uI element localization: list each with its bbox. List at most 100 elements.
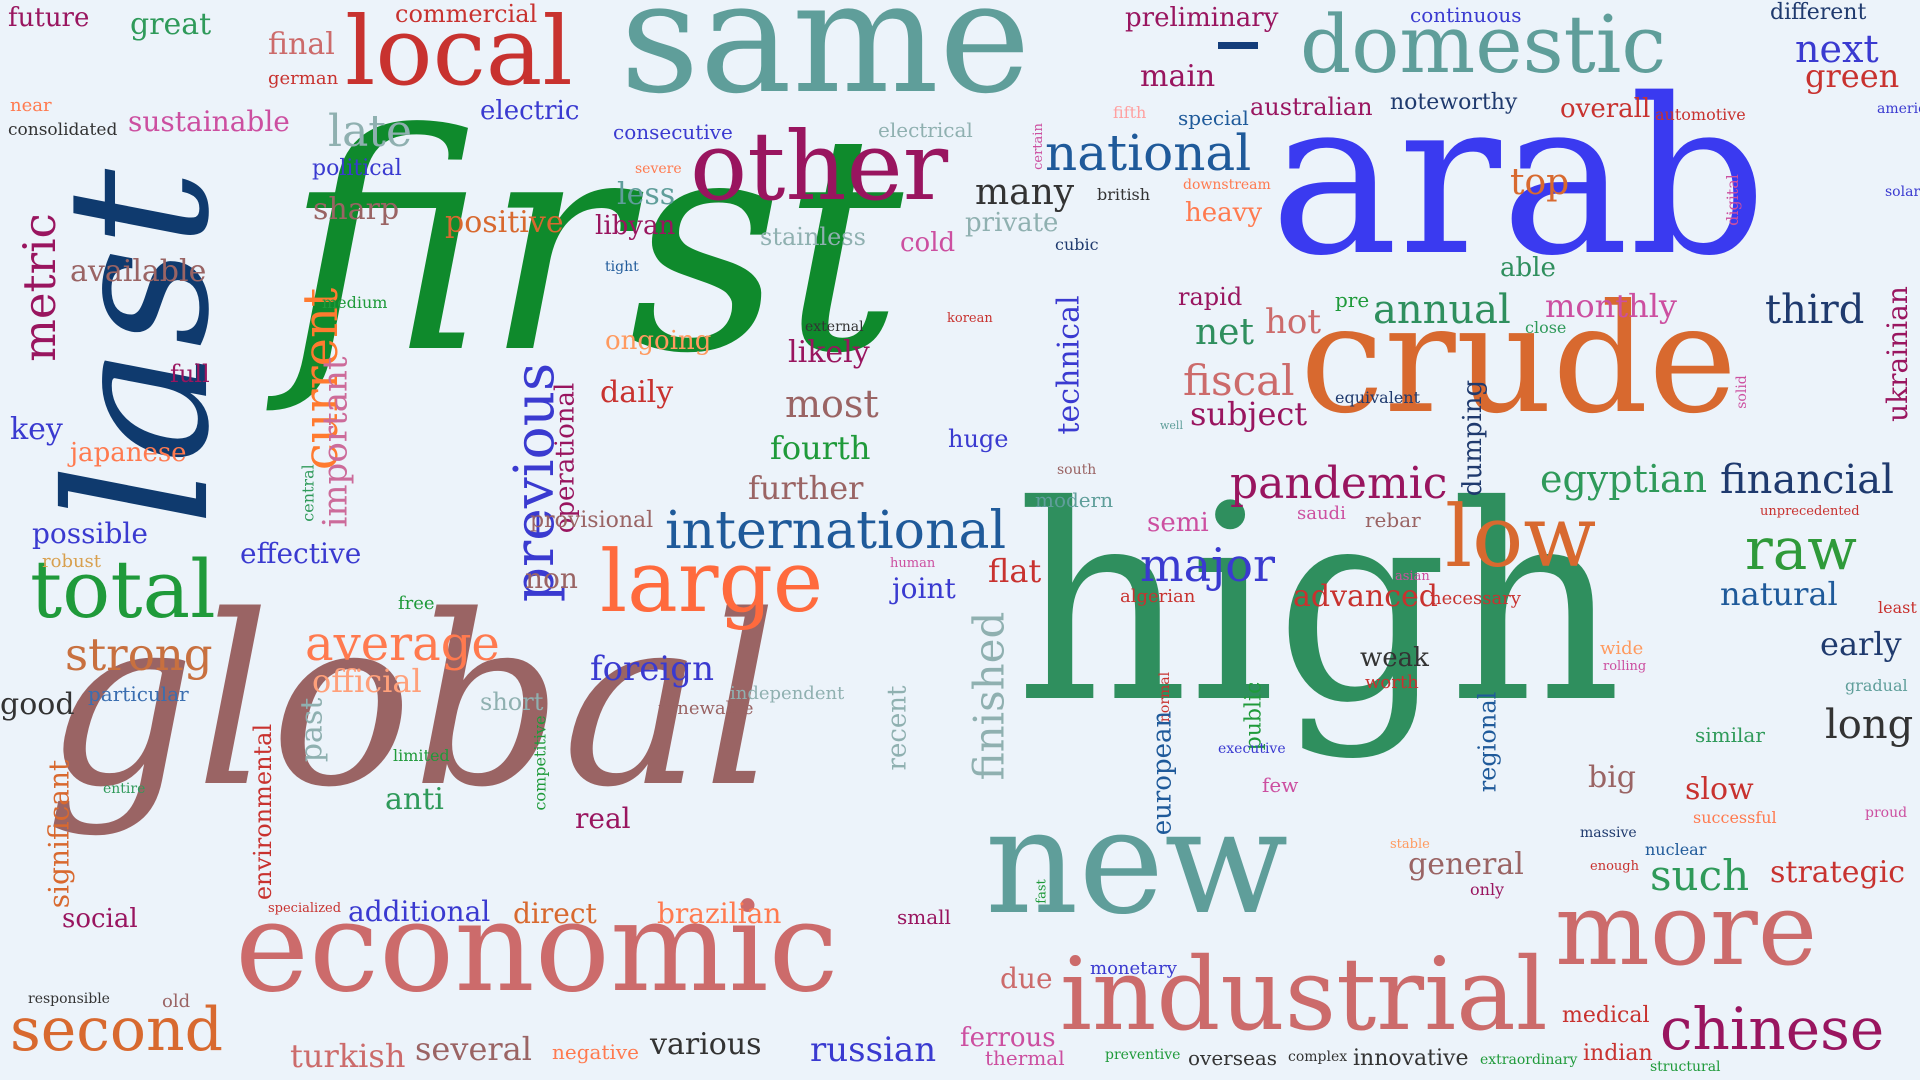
cloud-word-fourth: fourth — [770, 429, 871, 467]
cloud-word-major: major — [1140, 538, 1275, 592]
cloud-word-nuclear: nuclear — [1645, 840, 1707, 859]
cloud-word-most: most — [785, 382, 879, 426]
cloud-word-net: net — [1195, 312, 1254, 353]
cloud-word-due: due — [1000, 962, 1053, 995]
cloud-word-indian: indian — [1583, 1041, 1653, 1066]
cloud-word-large: large — [600, 533, 824, 632]
cloud-word-financial: financial — [1720, 457, 1894, 503]
cloud-word-negative: negative — [552, 1040, 640, 1064]
cloud-word-preliminary: preliminary — [1125, 3, 1279, 33]
cloud-word-recent: recent — [882, 685, 913, 771]
cloud-word-able: able — [1500, 253, 1556, 283]
dash-mark — [1218, 42, 1258, 49]
cloud-word-national: national — [1045, 124, 1252, 182]
cloud-word-particular: particular — [88, 682, 189, 706]
cloud-word-massive: massive — [1580, 825, 1637, 841]
cloud-word-old: old — [162, 991, 191, 1012]
cloud-word-main: main — [1140, 59, 1216, 94]
cloud-word-independent: independent — [730, 683, 845, 704]
cloud-word-big: big — [1588, 760, 1637, 795]
cloud-word-cubic: cubic — [1055, 235, 1099, 254]
cloud-word-brazilian: brazilian — [657, 897, 782, 930]
cloud-word-pre: pre — [1335, 288, 1370, 312]
cloud-word-official: official — [312, 662, 422, 700]
cloud-word-strategic: strategic — [1770, 855, 1906, 890]
cloud-word-japanese: japanese — [70, 438, 187, 468]
cloud-word-small: small — [897, 905, 951, 929]
cloud-word-modern: modern — [1035, 488, 1114, 512]
cloud-word-worth: worth — [1365, 672, 1419, 693]
cloud-word-pandemic: pandemic — [1230, 458, 1448, 509]
cloud-word-monthly: monthly — [1545, 287, 1677, 325]
cloud-word-extraordinary: extraordinary — [1480, 1052, 1578, 1068]
cloud-word-future: future — [8, 3, 90, 33]
cloud-word-british: british — [1097, 185, 1151, 204]
cloud-word-late: late — [328, 106, 413, 157]
cloud-word-top: top — [1510, 162, 1570, 203]
cloud-word-third: third — [1765, 287, 1865, 333]
cloud-word-close: close — [1525, 318, 1567, 337]
cloud-word-equivalent: equivalent — [1335, 388, 1421, 407]
cloud-word-heavy: heavy — [1185, 198, 1263, 228]
cloud-word-necessary: necessary — [1430, 588, 1521, 609]
cloud-word-wide: wide — [1600, 638, 1644, 659]
cloud-word-advanced: advanced — [1293, 579, 1439, 614]
cloud-word-finished: finished — [964, 611, 1014, 781]
cloud-word-political: political — [312, 156, 402, 181]
cloud-word-likely: likely — [788, 335, 870, 370]
cloud-word-turkish: turkish — [290, 1037, 406, 1075]
cloud-word-rapid: rapid — [1178, 283, 1243, 311]
cloud-word-rolling: rolling — [1603, 659, 1647, 674]
cloud-word-downstream: downstream — [1183, 177, 1271, 193]
cloud-word-german: german — [268, 68, 339, 89]
cloud-word-anti: anti — [385, 782, 444, 817]
cloud-word-average: average — [305, 616, 500, 672]
cloud-word-human: human — [890, 556, 936, 571]
cloud-word-daily: daily — [600, 375, 674, 410]
cloud-word-structural: structural — [1650, 1059, 1721, 1075]
cloud-word-last: last — [25, 168, 253, 527]
cloud-word-crude: crude — [1300, 273, 1738, 447]
cloud-word-different: different — [1770, 0, 1867, 25]
cloud-word-less: less — [617, 177, 676, 212]
cloud-word-similar: similar — [1695, 723, 1765, 747]
cloud-word-noteworthy: noteworthy — [1390, 90, 1518, 115]
cloud-word-such: such — [1650, 851, 1750, 900]
cloud-word-many: many — [975, 172, 1075, 213]
cloud-word-solar: solar — [1885, 184, 1920, 200]
cloud-word-south: south — [1057, 462, 1097, 478]
cloud-word-further: further — [748, 469, 864, 507]
cloud-word-dumping: dumping — [1458, 379, 1489, 497]
cloud-word-various: various — [650, 1027, 762, 1062]
cloud-word-first: first — [285, 70, 904, 419]
cloud-word-environmental: environmental — [249, 723, 278, 901]
cloud-word-natural: natural — [1720, 575, 1838, 613]
cloud-word-global: global — [45, 566, 778, 839]
cloud-word-direct: direct — [513, 897, 597, 930]
cloud-word-thermal: thermal — [985, 1046, 1065, 1070]
cloud-word-social: social — [62, 904, 138, 934]
cloud-word-joint: joint — [892, 572, 956, 605]
cloud-word-entire: entire — [103, 781, 146, 797]
cloud-word-low: low — [1445, 488, 1597, 587]
cloud-word-korean: korean — [947, 311, 993, 326]
cloud-word-next: next — [1795, 27, 1879, 71]
cloud-word-unprecedented: unprecedented — [1760, 504, 1860, 519]
cloud-word-commercial: commercial — [395, 0, 538, 28]
cloud-word-specialized: specialized — [268, 901, 342, 916]
cloud-word-second: second — [10, 995, 224, 1065]
cloud-word-tight: tight — [605, 259, 639, 275]
cloud-word-raw: raw — [1745, 515, 1857, 583]
cloud-word-electric: electric — [480, 96, 580, 126]
cloud-word-more: more — [1555, 871, 1818, 988]
cloud-word-stainless: stainless — [760, 223, 866, 251]
cloud-word-hot: hot — [1265, 302, 1322, 342]
cloud-word-total: total — [30, 543, 216, 636]
cloud-word-near: near — [10, 95, 52, 116]
cloud-word-flat: flat — [988, 552, 1042, 590]
cloud-word-gradual: gradual — [1845, 676, 1908, 695]
cloud-word-final: final — [268, 27, 335, 62]
cloud-word-ukrainian: ukrainian — [1880, 286, 1914, 422]
cloud-word-monetary: monetary — [1090, 958, 1177, 979]
cloud-word-rebar: rebar — [1365, 508, 1421, 532]
